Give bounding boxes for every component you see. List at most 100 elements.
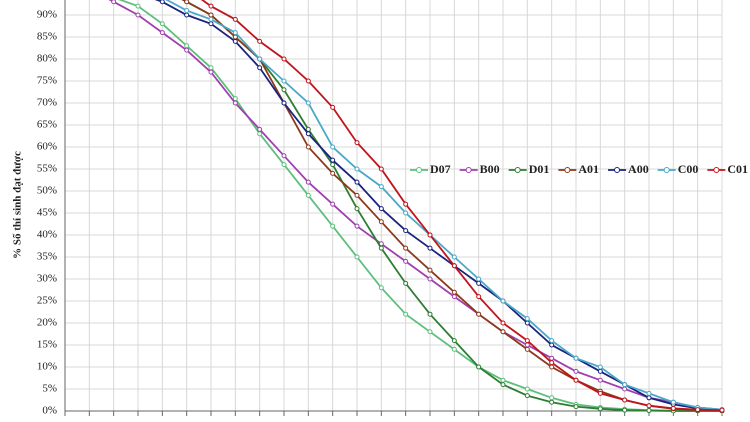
point	[573, 355, 579, 361]
point	[403, 280, 409, 286]
y-tick-label: 40%	[37, 229, 57, 241]
point	[354, 192, 360, 198]
plot-area	[108, 0, 725, 413]
y-tick-label: 10%	[37, 361, 57, 373]
point	[111, 0, 117, 5]
point	[646, 408, 652, 413]
series-line	[181, 0, 723, 412]
point	[378, 245, 384, 251]
point	[403, 258, 409, 264]
y-axis-label: % Số thí sinh đạt được	[12, 151, 24, 259]
y-tick-label: 0%	[42, 405, 57, 417]
legend-marker	[713, 167, 720, 173]
point	[597, 390, 603, 396]
point	[232, 34, 238, 40]
point	[257, 131, 263, 137]
point	[549, 399, 555, 405]
legend-label: D07	[430, 162, 451, 176]
point	[549, 342, 555, 348]
legend-marker	[465, 167, 472, 173]
point	[305, 192, 311, 198]
legend-label: B00	[480, 162, 500, 176]
point	[451, 289, 457, 295]
point	[354, 140, 360, 146]
point	[451, 263, 457, 269]
point	[500, 298, 506, 304]
y-tick-label: 30%	[37, 273, 57, 285]
point	[354, 179, 360, 185]
point	[524, 386, 530, 392]
point	[622, 386, 628, 392]
point	[719, 407, 725, 413]
point	[500, 320, 506, 326]
point	[524, 346, 530, 352]
point	[500, 382, 506, 388]
series-line	[200, 0, 723, 411]
point	[622, 397, 628, 403]
point	[549, 360, 555, 366]
point	[451, 294, 457, 300]
y-tick-label: 5%	[42, 383, 57, 395]
point	[354, 223, 360, 229]
series-line	[154, 0, 723, 411]
point	[646, 403, 652, 409]
point	[451, 254, 457, 260]
point	[208, 21, 214, 27]
legend-marker	[416, 167, 422, 173]
y-tick-label: 25%	[37, 295, 57, 307]
legend-marker	[614, 167, 621, 173]
point	[597, 368, 603, 374]
point	[427, 232, 433, 238]
point	[670, 399, 676, 405]
point	[403, 311, 409, 317]
point	[403, 228, 409, 234]
point	[232, 16, 238, 22]
point	[354, 206, 360, 212]
point	[476, 280, 482, 286]
point	[476, 311, 482, 317]
point	[622, 382, 628, 388]
point	[305, 131, 311, 137]
point	[573, 377, 579, 383]
y-tick-label: 15%	[37, 339, 57, 351]
point	[330, 162, 336, 168]
series-line	[165, 0, 723, 411]
point	[500, 377, 506, 383]
point	[378, 219, 384, 225]
point	[476, 364, 482, 370]
point	[403, 201, 409, 207]
legend-marker	[663, 167, 670, 173]
legend-label: C01	[727, 162, 748, 176]
point	[549, 338, 555, 344]
point	[184, 8, 190, 14]
y-tick-label: 50%	[37, 185, 57, 197]
point	[257, 126, 263, 132]
point	[549, 355, 555, 361]
y-tick-label: 20%	[37, 317, 57, 329]
point	[305, 100, 311, 106]
point	[232, 38, 238, 44]
point	[622, 407, 628, 413]
point	[476, 294, 482, 300]
point	[281, 78, 287, 84]
y-tick-label: 60%	[37, 141, 57, 153]
point	[208, 65, 214, 71]
point	[500, 329, 506, 335]
point	[208, 12, 214, 18]
point	[524, 393, 530, 399]
y-tick-label: 85%	[37, 30, 57, 42]
point	[549, 395, 555, 401]
point	[232, 30, 238, 36]
point	[281, 56, 287, 62]
point	[330, 104, 336, 110]
point	[159, 21, 165, 27]
point	[184, 43, 190, 49]
point	[354, 254, 360, 260]
point	[427, 329, 433, 335]
point	[208, 69, 214, 75]
point	[451, 338, 457, 344]
point	[451, 346, 457, 352]
point	[305, 179, 311, 185]
point	[305, 144, 311, 150]
point	[549, 364, 555, 370]
